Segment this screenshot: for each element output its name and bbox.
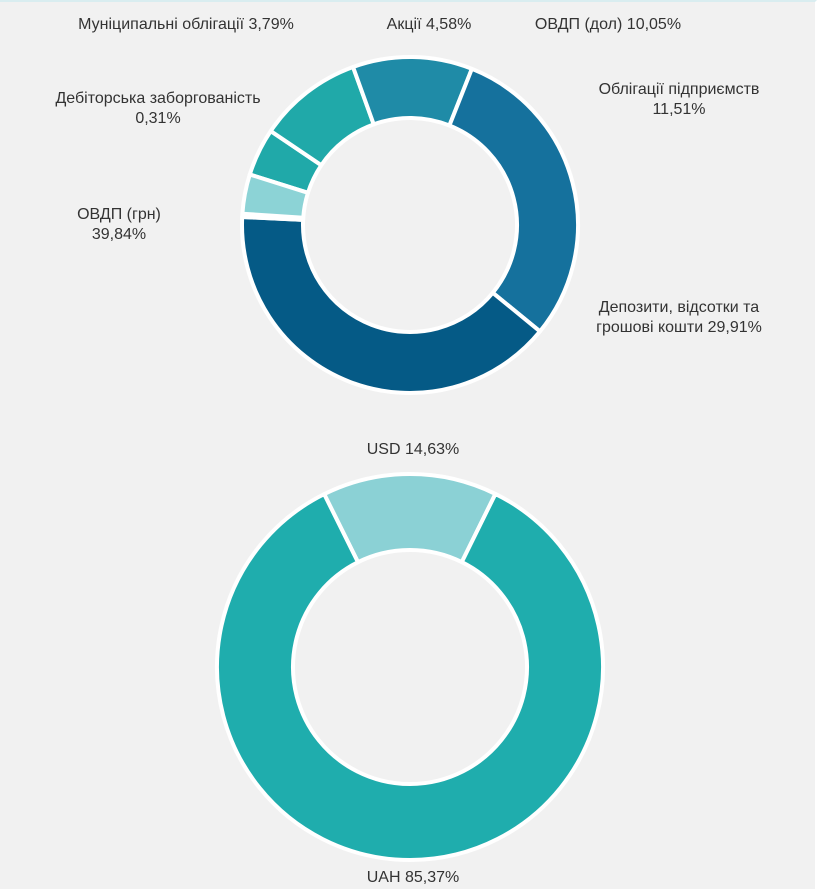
slice-label: Облігації підприємств 11,51% — [599, 81, 760, 118]
slice-label: USD 14,63% — [367, 441, 460, 458]
pie-slice — [240, 214, 543, 395]
slice-label: Муніципальні облігації 3,79% — [78, 16, 294, 33]
donut-chart-portfolio-structure: Акції 4,58% ОВДП (дол) 10,05% Облігації пі… — [55, 16, 762, 395]
pie-slice — [240, 172, 310, 220]
slice-label: Акції 4,58% — [387, 16, 472, 33]
slice-label: Депозити, відсотки та грошові кошти 29,91… — [596, 299, 762, 336]
pie-slice — [447, 66, 580, 334]
pie-slice — [215, 491, 605, 862]
slice-label: UAH 85,37% — [367, 869, 460, 886]
donut-chart-currency-structure: USD 14,63% UAH 85,37% — [215, 441, 605, 886]
slice-label: ОВДП (дол) 10,05% — [535, 16, 681, 33]
slice-label: ОВДП (грн) 39,84% — [77, 206, 161, 243]
slice-label: Дебіторська заборгованість 0,31% — [55, 90, 260, 127]
